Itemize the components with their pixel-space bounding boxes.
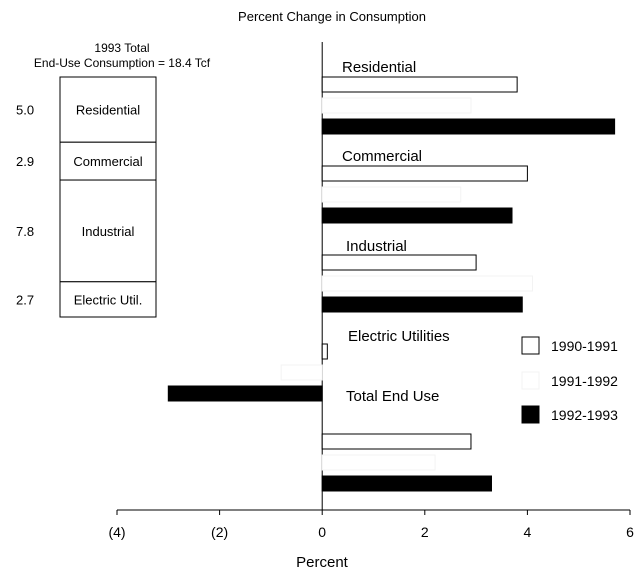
- inset-segment-electric-util: [59, 281, 157, 318]
- inset-label-industrial: Industrial: [82, 224, 135, 239]
- category-label-industrial: Industrial: [346, 238, 407, 255]
- inset-segment-commercial: [59, 141, 157, 181]
- bar-residential-1991-1992: [321, 97, 472, 114]
- x-tick-label: (2): [211, 524, 228, 540]
- legend-label-1990-1991: 1990-1991: [551, 338, 618, 354]
- bar-electric-utilities-1992-1993: [167, 385, 323, 402]
- inset-value-industrial: 7.8: [16, 224, 34, 239]
- x-tick-label: 4: [524, 524, 532, 540]
- inset-stacked-column: 1993 Total End-Use Consumption = 18.4 Tc…: [16, 41, 211, 318]
- bar-total-end-use-1991-1992: [321, 454, 436, 471]
- inset-label-commercial: Commercial: [73, 154, 142, 169]
- x-tick-label: 0: [318, 524, 326, 540]
- inset-value-commercial: 2.9: [16, 154, 34, 169]
- inset-value-residential: 5.0: [16, 103, 34, 118]
- x-tick-label: 6: [626, 524, 634, 540]
- bar-residential-1990-1991: [321, 76, 518, 93]
- bar-commercial-1992-1993: [321, 207, 513, 224]
- category-label-total-end-use: Total End Use: [346, 388, 439, 405]
- inset-label-electric-util: Electric Util.: [74, 292, 143, 307]
- legend-swatch-1991-1992: [521, 371, 540, 390]
- inset-segment-industrial: [59, 179, 157, 283]
- bar-industrial-1992-1993: [321, 296, 523, 313]
- legend-swatch-1990-1991: [521, 336, 540, 355]
- bar-commercial-1990-1991: [321, 165, 528, 182]
- inset-title-line2: End-Use Consumption = 18.4 Tcf: [34, 56, 211, 70]
- bar-total-end-use-1992-1993: [321, 475, 492, 492]
- bar-electric-utilities-1991-1992: [280, 364, 323, 381]
- inset-value-electric-util: 2.7: [16, 292, 34, 307]
- legend-swatch-1992-1993: [521, 405, 540, 424]
- inset-title-line1: 1993 Total: [94, 41, 149, 55]
- bar-commercial-1991-1992: [321, 186, 462, 203]
- category-label-commercial: Commercial: [342, 148, 422, 165]
- category-label-electric-utilities: Electric Utilities: [348, 328, 450, 345]
- x-tick-label: 2: [421, 524, 429, 540]
- bar-residential-1992-1993: [321, 118, 616, 135]
- inset-label-residential: Residential: [76, 103, 140, 118]
- chart-legend: 1990-1991 1991-1992 1992-1993: [521, 336, 618, 424]
- legend-label-1991-1992: 1991-1992: [551, 373, 618, 389]
- x-axis-label: Percent: [296, 554, 349, 571]
- inset-segments: Residential 5.0 Commercial 2.9 Industrial 7.8…: [16, 76, 157, 318]
- x-tick-label: (4): [108, 524, 125, 540]
- bar-industrial-1990-1991: [321, 254, 477, 271]
- category-label-residential: Residential: [342, 59, 416, 76]
- bar-total-end-use-1990-1991: [321, 433, 472, 450]
- plot-area: (4) (2) 0 2 4 6 Residential Commercial Industria…: [108, 42, 634, 540]
- bar-electric-utilities-1990-1991: [321, 343, 328, 360]
- chart-title: Percent Change in Consumption: [238, 9, 426, 24]
- inset-segment-residential: [59, 76, 157, 143]
- bar-industrial-1991-1992: [321, 275, 534, 292]
- legend-label-1992-1993: 1992-1993: [551, 407, 618, 423]
